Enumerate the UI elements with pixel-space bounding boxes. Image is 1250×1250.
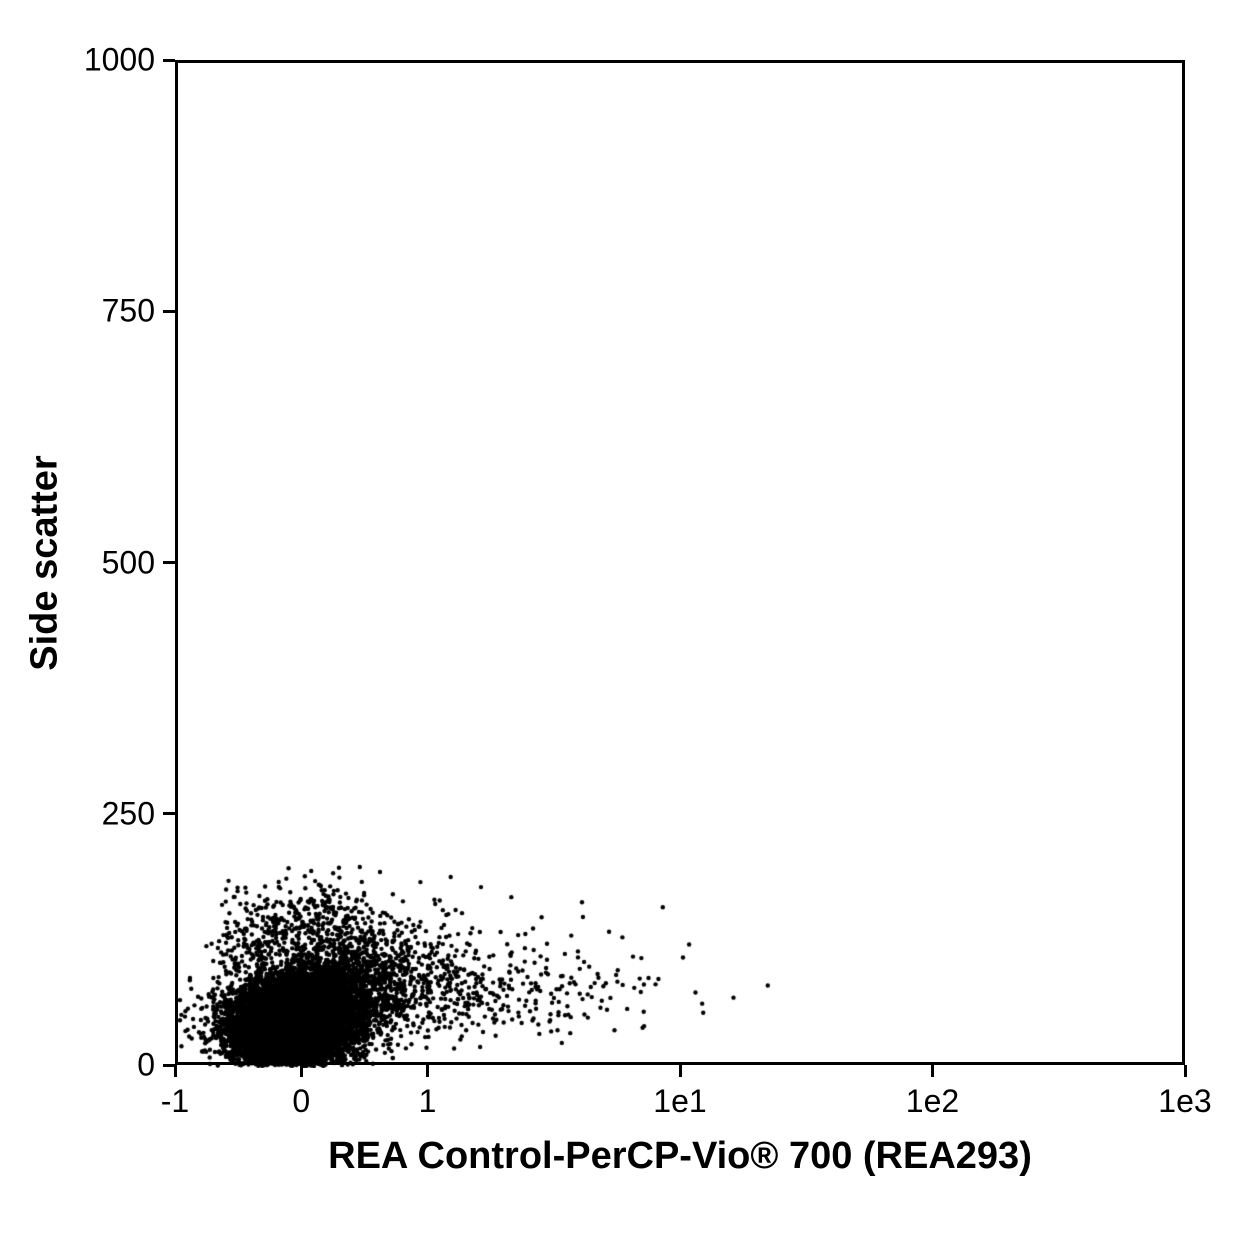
x-tick-mark xyxy=(679,1065,682,1077)
y-tick-label: 1000 xyxy=(84,42,155,79)
x-tick-mark xyxy=(931,1065,934,1077)
y-tick-mark xyxy=(163,310,175,313)
x-tick-mark xyxy=(1184,1065,1187,1077)
x-tick-label: 1e1 xyxy=(653,1083,706,1120)
plot-area xyxy=(175,60,1185,1065)
y-tick-label: 0 xyxy=(137,1047,155,1084)
x-tick-mark xyxy=(426,1065,429,1077)
scatter-canvas xyxy=(178,63,1188,1068)
x-tick-mark xyxy=(174,1065,177,1077)
y-tick-label: 750 xyxy=(102,293,155,330)
x-tick-label: 0 xyxy=(292,1083,310,1120)
y-tick-mark xyxy=(163,59,175,62)
y-axis-title: Side scatter xyxy=(24,455,67,670)
x-tick-label: 1e2 xyxy=(906,1083,959,1120)
y-tick-mark xyxy=(163,561,175,564)
x-tick-label: 1 xyxy=(419,1083,437,1120)
y-tick-mark xyxy=(163,812,175,815)
y-tick-label: 250 xyxy=(102,795,155,832)
flow-cytometry-scatter: 02505007501000 -1011e11e21e3 Side scatte… xyxy=(0,0,1250,1250)
x-axis-title: REA Control-PerCP-Vio® 700 (REA293) xyxy=(328,1135,1032,1178)
y-tick-label: 500 xyxy=(102,544,155,581)
x-tick-label: 1e3 xyxy=(1158,1083,1211,1120)
x-tick-label: -1 xyxy=(161,1083,189,1120)
x-tick-mark xyxy=(300,1065,303,1077)
